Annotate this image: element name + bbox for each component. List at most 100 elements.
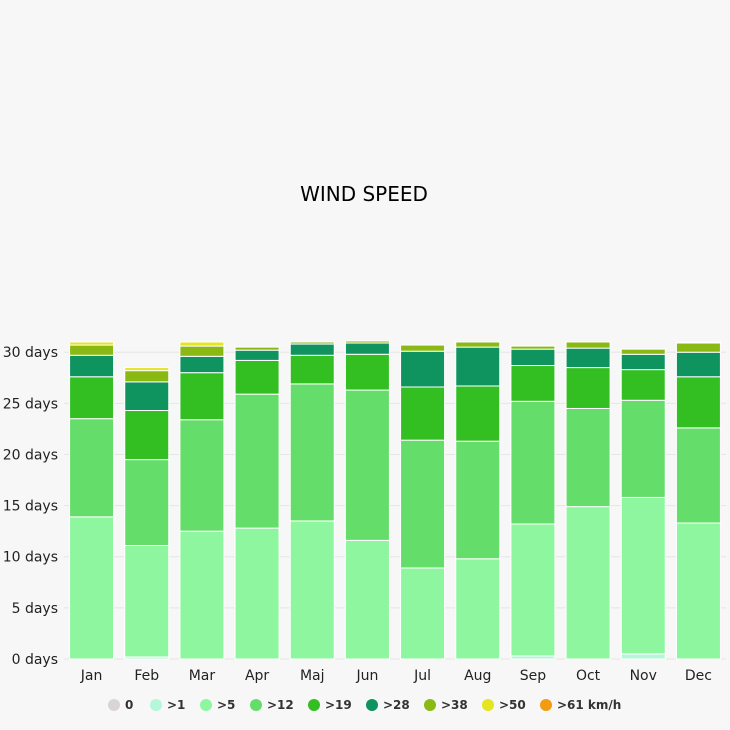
bar-segment <box>69 354 115 378</box>
x-tick-label: Sep <box>520 668 547 684</box>
bar-segment <box>179 419 225 532</box>
legend-item[interactable]: >12 <box>250 698 294 712</box>
bar-segment <box>234 393 280 529</box>
bar-segment <box>620 369 666 401</box>
bar-segment <box>234 527 280 660</box>
bar-segment <box>69 516 115 660</box>
bar-stack-jul <box>400 344 446 660</box>
bar-segment <box>455 385 501 442</box>
bar-segment <box>69 376 115 420</box>
y-axis-ticks: 0 days 5 days 10 days 15 days 20 days 25 days… <box>3 345 58 668</box>
bar-segment <box>675 351 721 378</box>
legend-marker <box>540 699 552 711</box>
x-tick-label: Feb <box>134 668 159 684</box>
legend-item[interactable]: >1 <box>150 698 185 712</box>
legend-marker <box>366 699 378 711</box>
bar-segment <box>69 344 115 356</box>
bar-segment <box>675 522 721 660</box>
bar-segment <box>344 342 390 355</box>
y-tick-label: 5 days <box>12 601 58 617</box>
x-tick-label: Apr <box>245 668 269 684</box>
legend-label: >50 <box>499 698 526 712</box>
legend: 0 >1 >5 >12 >19 >28 >38 >50 >61 km/h <box>108 698 621 712</box>
y-tick-label: 0 days <box>12 652 58 668</box>
bar-segment <box>620 399 666 498</box>
bar-segment <box>510 365 556 402</box>
bar-segment <box>675 341 721 344</box>
chart-title: WIND SPEED <box>300 182 428 206</box>
legend-item[interactable]: 0 <box>108 698 133 712</box>
bar-segment <box>400 567 446 660</box>
legend-label: 0 <box>125 698 133 712</box>
x-tick-label: Nov <box>630 668 657 684</box>
bar-segment <box>400 344 446 352</box>
bar-segment <box>620 348 666 355</box>
bar-stack-jan <box>69 341 115 660</box>
x-tick-label: Maj <box>300 668 325 684</box>
bar-segment <box>400 439 446 569</box>
bar-segment <box>344 340 390 344</box>
bar-segment <box>565 506 611 660</box>
bar-segment <box>565 407 611 508</box>
bar-stack-mar <box>179 341 225 660</box>
bar-stack-oct <box>565 341 611 660</box>
legend-item[interactable]: >38 <box>424 698 468 712</box>
bar-segment <box>455 346 501 387</box>
bar-segment <box>289 354 335 385</box>
bars <box>69 340 721 660</box>
bar-segment <box>124 367 170 372</box>
bar-segment <box>289 520 335 660</box>
x-tick-label: Jun <box>355 668 378 684</box>
bar-segment <box>455 341 501 348</box>
legend-label: >19 <box>325 698 352 712</box>
legend-marker <box>308 699 320 711</box>
bar-segment <box>69 341 115 346</box>
bar-segment <box>565 341 611 349</box>
bar-segment <box>565 367 611 409</box>
x-tick-label: Mar <box>189 668 216 684</box>
legend-label: >38 <box>441 698 468 712</box>
bar-stack-maj <box>289 341 335 660</box>
legend-marker <box>200 699 212 711</box>
legend-label: >1 <box>167 698 185 712</box>
bar-segment <box>620 353 666 371</box>
bar-segment <box>179 372 225 421</box>
legend-label: >12 <box>267 698 294 712</box>
x-tick-label: Jan <box>80 668 103 684</box>
bar-segment <box>455 558 501 660</box>
x-axis-ticks: Jan Feb Mar Apr Maj Jun Jul Aug Sep Oct Nov Dec <box>80 668 712 684</box>
x-tick-label: Aug <box>464 668 491 684</box>
y-tick-label: 25 days <box>3 396 58 412</box>
bar-segment <box>179 345 225 357</box>
legend-label: >61 km/h <box>557 698 621 712</box>
bar-segment <box>289 383 335 522</box>
bar-segment <box>234 349 280 361</box>
x-tick-label: Jul <box>413 668 431 684</box>
legend-marker <box>108 699 120 711</box>
legend-item[interactable]: >28 <box>366 698 410 712</box>
bar-segment <box>179 355 225 374</box>
bar-segment <box>620 653 666 660</box>
bar-segment <box>344 353 390 391</box>
y-tick-label: 10 days <box>3 550 58 566</box>
legend-label: >5 <box>217 698 235 712</box>
bar-stack-feb <box>124 367 170 660</box>
bar-segment <box>510 348 556 367</box>
legend-label: >28 <box>383 698 410 712</box>
bar-stack-dec <box>675 341 721 660</box>
bar-segment <box>124 459 170 546</box>
bar-segment <box>289 341 335 345</box>
legend-item[interactable]: >5 <box>200 698 235 712</box>
bar-segment <box>455 440 501 560</box>
legend-item[interactable]: >61 km/h <box>540 698 621 712</box>
bar-segment <box>565 347 611 369</box>
bar-segment <box>675 342 721 353</box>
legend-item[interactable]: >50 <box>482 698 526 712</box>
bar-stack-apr <box>234 346 280 660</box>
bar-segment <box>675 427 721 524</box>
legend-item[interactable]: >19 <box>308 698 352 712</box>
bar-segment <box>400 350 446 388</box>
bar-segment <box>675 376 721 429</box>
grid-lines <box>64 351 726 660</box>
